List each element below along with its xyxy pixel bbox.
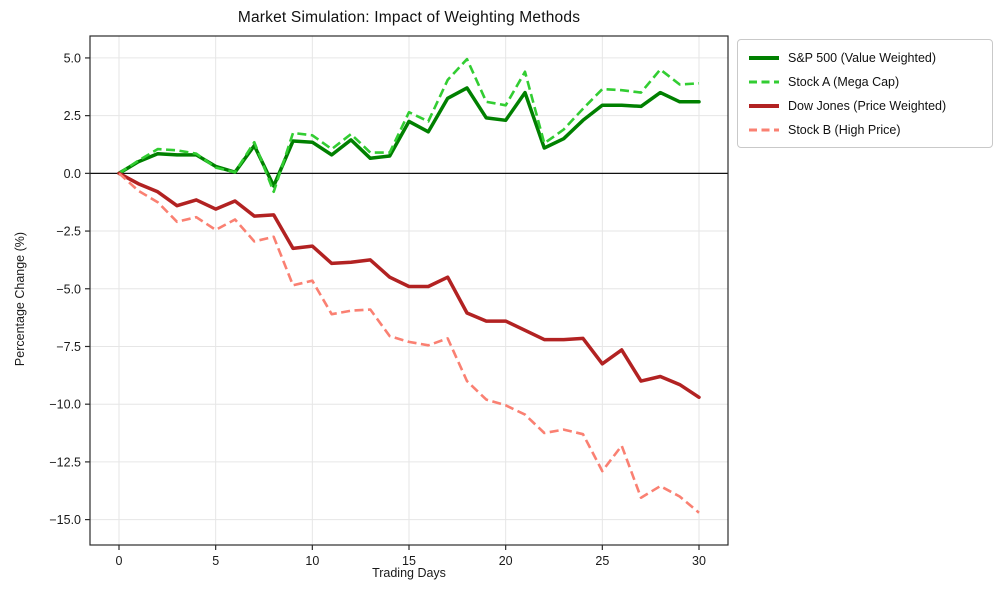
chart-title: Market Simulation: Impact of Weighting M… bbox=[237, 9, 581, 26]
legend-label: Stock A (Mega Cap) bbox=[788, 74, 900, 89]
legend-item: Stock A (Mega Cap) bbox=[748, 73, 982, 90]
legend-line-swatch bbox=[749, 128, 779, 131]
x-tick-label: 15 bbox=[402, 554, 416, 568]
y-tick-label: −5.0 bbox=[56, 282, 81, 296]
legend-item: Dow Jones (Price Weighted) bbox=[748, 97, 982, 114]
series-line-0 bbox=[117, 86, 701, 188]
series-line-1 bbox=[118, 57, 700, 194]
y-tick-label: −2.5 bbox=[56, 225, 81, 239]
x-tick-label: 30 bbox=[692, 554, 706, 568]
y-tick-label: −15.0 bbox=[49, 513, 81, 527]
legend-label: Dow Jones (Price Weighted) bbox=[788, 98, 947, 113]
legend-label: Stock B (High Price) bbox=[788, 122, 901, 137]
y-tick-label: −7.5 bbox=[56, 340, 81, 354]
legend-item: S&P 500 (Value Weighted) bbox=[748, 49, 982, 66]
y-tick-label: −12.5 bbox=[49, 455, 81, 469]
y-tick-label: 0.0 bbox=[64, 167, 81, 181]
x-tick-label: 0 bbox=[116, 554, 123, 568]
y-tick-label: 5.0 bbox=[64, 51, 81, 65]
x-tick-label: 25 bbox=[595, 554, 609, 568]
x-tick-label: 10 bbox=[305, 554, 319, 568]
x-tick-label: 5 bbox=[212, 554, 219, 568]
legend-line-swatch bbox=[749, 80, 779, 83]
y-tick-label: 2.5 bbox=[64, 109, 81, 123]
y-tick-label: −10.0 bbox=[49, 398, 81, 412]
legend-line-swatch bbox=[749, 103, 779, 108]
series-line-3 bbox=[118, 172, 700, 514]
series-line-2 bbox=[117, 171, 701, 400]
legend-line-swatch bbox=[749, 55, 779, 60]
x-axis-label: Trading Days bbox=[372, 566, 446, 580]
legend-label: S&P 500 (Value Weighted) bbox=[788, 50, 937, 65]
legend-item: Stock B (High Price) bbox=[748, 121, 982, 138]
x-tick-label: 20 bbox=[499, 554, 513, 568]
y-axis-label: Percentage Change (%) bbox=[13, 231, 27, 367]
legend: S&P 500 (Value Weighted) Stock A (Mega Ca… bbox=[737, 39, 993, 148]
